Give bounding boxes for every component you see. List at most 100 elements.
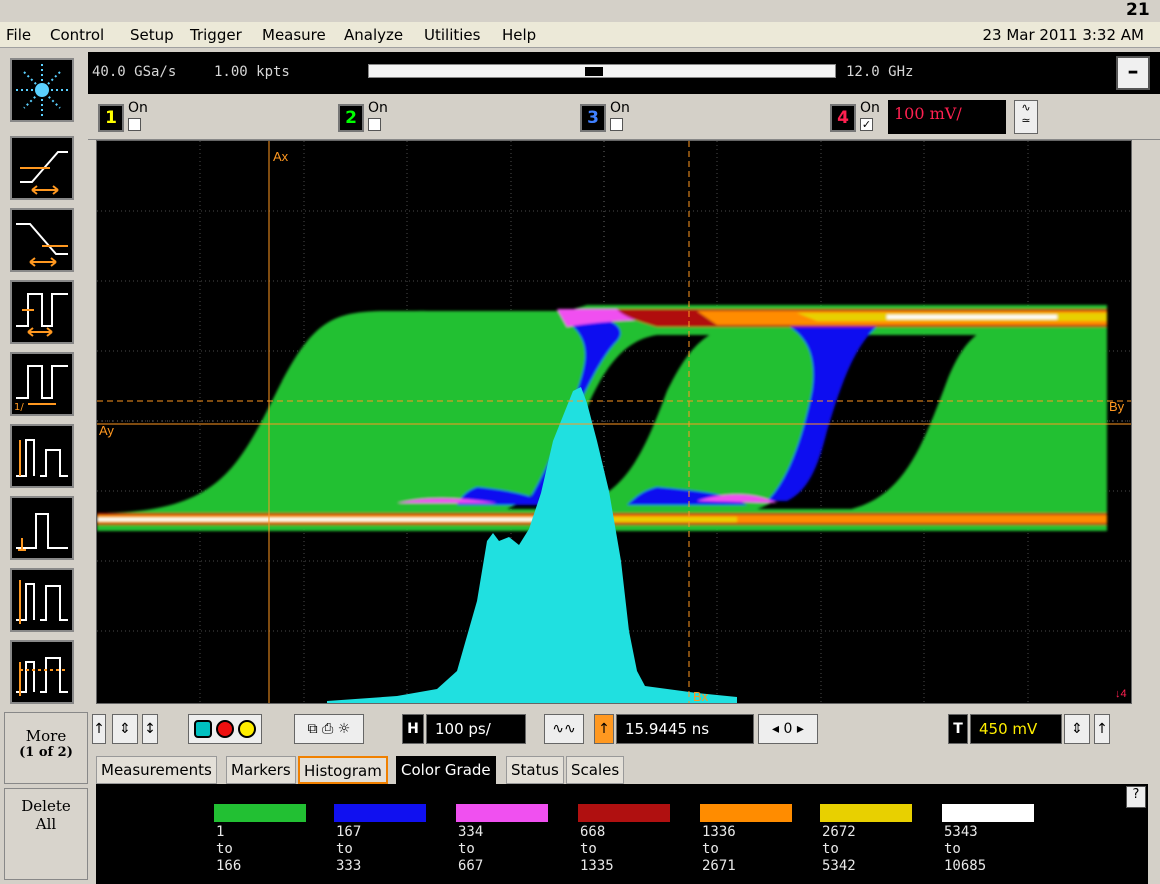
print-icon[interactable]: ⎙ — [322, 721, 334, 737]
timebase-display[interactable]: 100 ps/ — [426, 714, 526, 744]
coupling-icon[interactable]: ∿ ≃ — [1014, 100, 1038, 134]
menu-trigger[interactable]: Trigger — [190, 26, 242, 44]
stop-button[interactable] — [216, 720, 234, 738]
minimize-button[interactable]: – — [1116, 56, 1150, 90]
more-label: More — [25, 727, 67, 745]
date-time: 23 Mar 2011 3:32 AM — [982, 26, 1144, 44]
setup-hold-trigger-icon[interactable] — [10, 496, 74, 560]
single-button[interactable] — [193, 720, 212, 738]
channel-2-button[interactable]: 2 — [338, 104, 364, 132]
legend-item: 1 to 166 — [214, 804, 306, 875]
trigger-button[interactable]: T — [948, 714, 968, 744]
tab-measurements[interactable]: Measurements — [96, 756, 217, 784]
trigger-level-display[interactable]: 450 mV — [970, 714, 1062, 744]
legend-to: 10685 — [944, 858, 987, 874]
legend-from: 1 — [216, 824, 225, 840]
channel-3-button[interactable]: 3 — [580, 104, 606, 132]
sample-rate: 40.0 GSa/s — [92, 64, 177, 80]
channel-2-checkbox[interactable] — [368, 118, 381, 131]
channel-4-button[interactable]: 4 — [830, 104, 856, 132]
histogram-plot — [327, 387, 737, 703]
rising-edge-trigger-icon[interactable] — [10, 136, 74, 200]
autoscale-icon[interactable]: ⧉ — [307, 721, 318, 737]
channel-4-checkbox[interactable]: ✓ — [860, 118, 873, 131]
scroll-thumb[interactable] — [585, 67, 603, 76]
tab-scales[interactable]: Scales — [566, 756, 625, 784]
more-button[interactable]: More (1 of 2) — [4, 712, 88, 784]
markers — [97, 141, 1131, 703]
channel-2-on-label: On — [368, 100, 388, 116]
falling-edge-trigger-icon[interactable] — [10, 208, 74, 272]
period-trigger-icon[interactable]: 1/ — [10, 352, 74, 416]
run-controls — [188, 714, 262, 744]
menu-analyze[interactable]: Analyze — [344, 26, 404, 44]
channel-4-on-label: On — [860, 100, 880, 116]
channel-1-button[interactable]: 1 — [98, 104, 124, 132]
legend-to-word: to — [822, 841, 839, 857]
legend-to: 166 — [216, 858, 242, 874]
legend-to: 1335 — [580, 858, 614, 874]
delay-display[interactable]: 15.9445 ns — [616, 714, 754, 744]
horizontal-button[interactable]: H — [402, 714, 424, 744]
control-bar: ↑ ⇕ ↕ ⧉ ⎙ ☼ H 100 ps/ ∿∿ ↑ 15.9445 ns ◂ … — [88, 710, 1160, 752]
delay-reference-icon[interactable]: ↑ — [594, 714, 614, 744]
logo-icon[interactable] — [10, 58, 74, 122]
tab-color-grade[interactable]: Color Grade — [396, 756, 496, 784]
trigger-arrow-icon[interactable]: ↑ — [1094, 714, 1110, 744]
help-button[interactable]: ? — [1126, 786, 1146, 808]
window-trigger-icon[interactable] — [10, 640, 74, 704]
marker-by-label: By — [1109, 399, 1125, 414]
bandwidth: 12.0 GHz — [846, 64, 914, 80]
legend-swatch — [700, 804, 792, 822]
tab-histogram[interactable]: Histogram — [298, 756, 388, 784]
channel-1-on-label: On — [128, 100, 148, 116]
legend-from: 167 — [336, 824, 362, 840]
acquisition-info-bar: 40.0 GSa/s 1.00 kpts 12.0 GHz – — [88, 52, 1160, 94]
tab-status[interactable]: Status — [506, 756, 564, 784]
runt-trigger-icon[interactable] — [10, 424, 74, 488]
menu-control[interactable]: Control — [50, 26, 105, 44]
waveform-position-scrollbar[interactable] — [368, 64, 836, 78]
menu-file[interactable]: File — [6, 26, 32, 44]
menu-help[interactable]: Help — [502, 26, 537, 44]
run-button[interactable] — [238, 720, 257, 738]
legend-to-word: to — [580, 841, 597, 857]
legend-swatch — [334, 804, 426, 822]
waveform-display[interactable]: Ax Ay Bx By ↓4 — [96, 140, 1132, 704]
channel-4-scale[interactable]: 100 mV/ — [888, 100, 1006, 134]
delete-label: Delete — [21, 797, 71, 815]
page-number: 21 — [1126, 0, 1150, 20]
menu-utilities[interactable]: Utilities — [424, 26, 481, 44]
legend-to-word: to — [458, 841, 475, 857]
eye-diagram-waveform — [97, 305, 1107, 531]
brightness-icon[interactable]: ☼ — [337, 721, 351, 737]
menu-setup[interactable]: Setup — [130, 26, 174, 44]
vertical-scale-stepper[interactable]: ⇕ — [112, 714, 138, 744]
pulse-width-trigger-icon[interactable] — [10, 280, 74, 344]
nav-zero[interactable]: 0 — [783, 721, 793, 737]
tab-markers[interactable]: Markers — [226, 756, 296, 784]
legend-to-word: to — [702, 841, 719, 857]
transition-trigger-icon[interactable] — [10, 568, 74, 632]
trigger-level-stepper[interactable]: ⇕ — [1064, 714, 1090, 744]
legend-to: 2671 — [702, 858, 736, 874]
memory-depth: 1.00 kpts — [214, 64, 290, 80]
delete-all-button[interactable]: Delete All — [4, 788, 88, 880]
left-toolbar: 1/ More (1 of 2) Delete All — [0, 48, 90, 884]
legend-to-word: to — [336, 841, 353, 857]
waveform-mode-icon[interactable]: ∿∿ — [544, 714, 584, 744]
delay-navigation[interactable]: ◂ 0 ▸ — [758, 714, 818, 744]
delete-all-label: All — [35, 815, 57, 833]
marker-bx-label: Bx — [693, 689, 709, 703]
legend-from: 334 — [458, 824, 484, 840]
legend-from: 668 — [580, 824, 606, 840]
channel-1-checkbox[interactable] — [128, 118, 141, 131]
color-grade-legend: 1 to 166 167 to 333 334 to 667 668 to 1335 1336 t… — [96, 784, 1148, 884]
marker-ax-label: Ax — [273, 149, 289, 164]
legend-swatch — [578, 804, 670, 822]
vertical-offset-stepper[interactable]: ↕ — [142, 714, 158, 744]
channel-3-checkbox[interactable] — [610, 118, 623, 131]
legend-to-word: to — [216, 841, 233, 857]
arrow-up-icon[interactable]: ↑ — [92, 714, 106, 744]
menu-measure[interactable]: Measure — [262, 26, 326, 44]
